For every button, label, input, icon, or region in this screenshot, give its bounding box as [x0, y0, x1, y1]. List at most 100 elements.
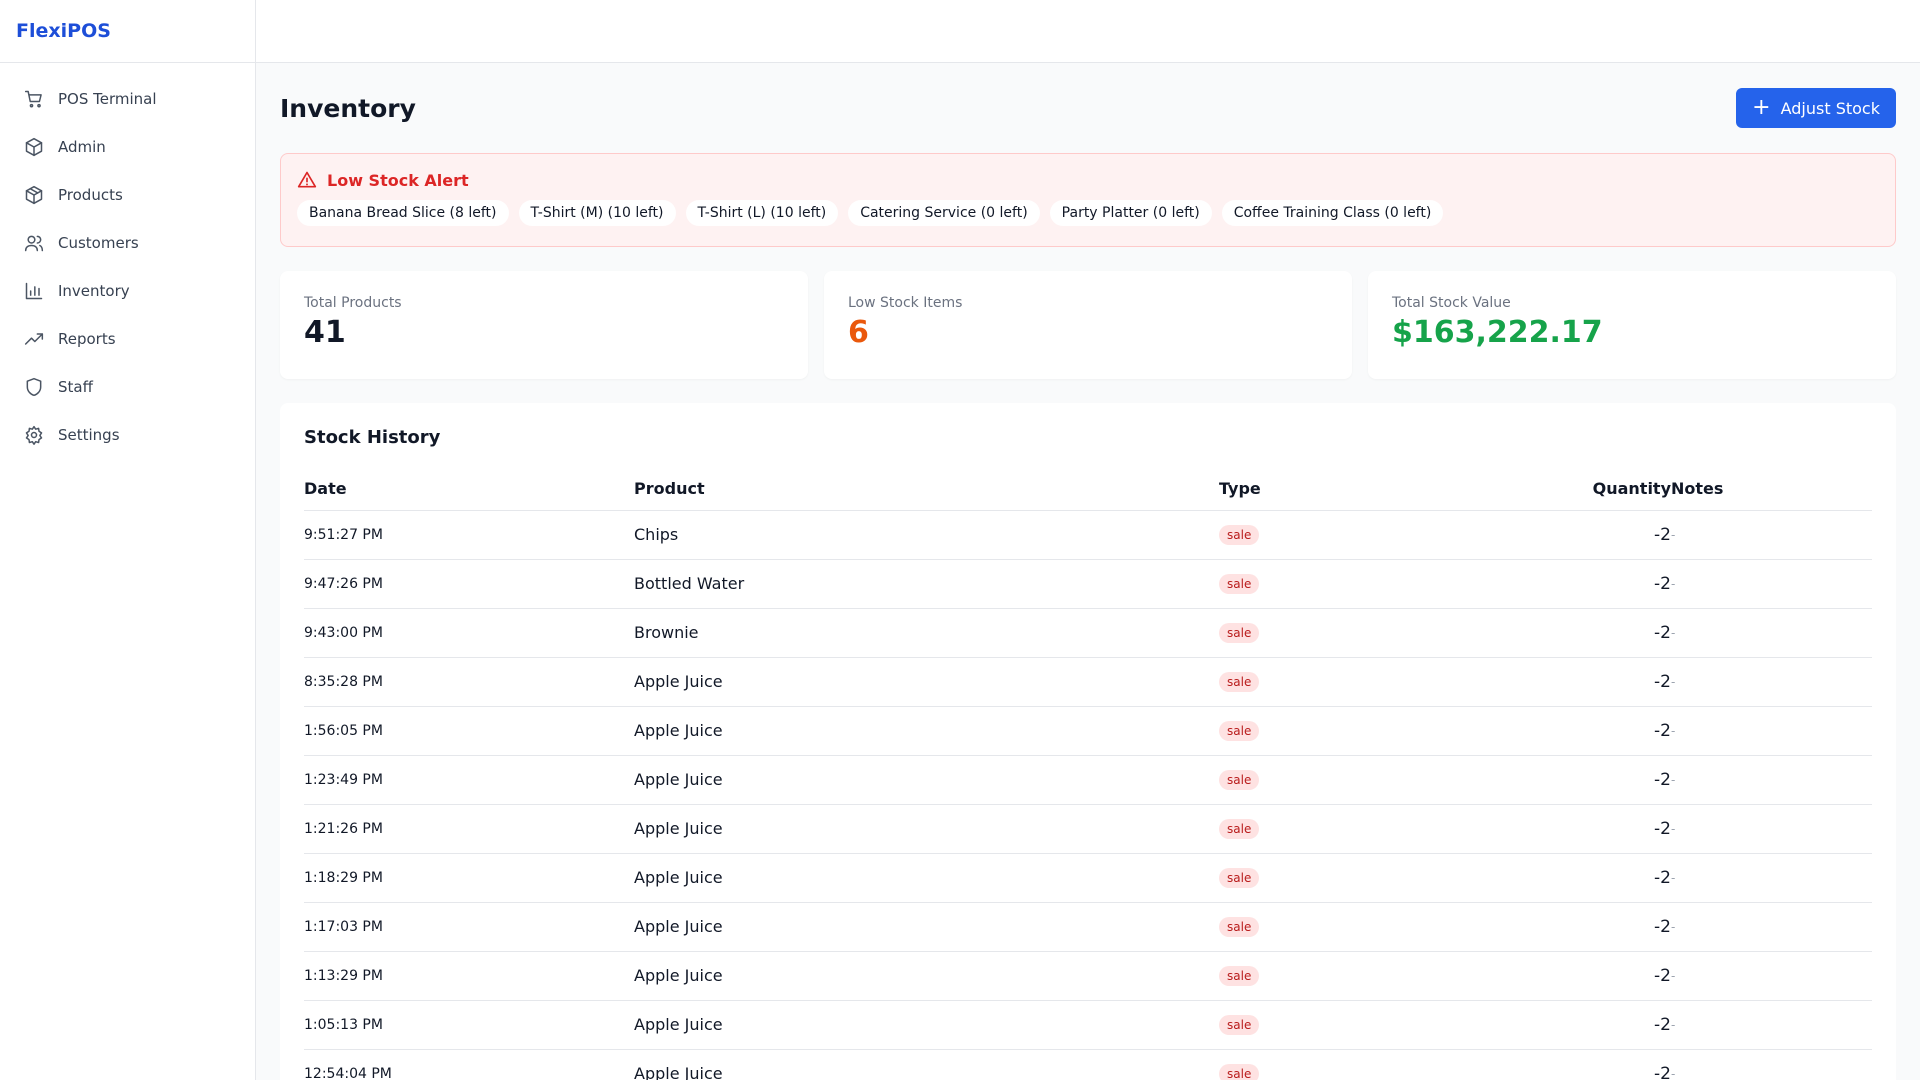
- table-row[interactable]: 1:05:13 PM Apple Juice sale -2-: [304, 1000, 1872, 1050]
- low-stock-chip: Party Platter (0 left): [1049, 200, 1212, 226]
- sidebar-item-settings[interactable]: Settings: [8, 415, 247, 455]
- stock-history-card: Stock History Date Product Type Quantity…: [280, 403, 1896, 1080]
- row-product: Apple Juice: [634, 706, 1219, 756]
- row-date: 1:13:29 PM: [304, 951, 634, 1001]
- shield-icon: [24, 377, 44, 397]
- table-row[interactable]: 1:13:29 PM Apple Juice sale -2-: [304, 951, 1872, 1001]
- row-type: sale: [1219, 608, 1499, 658]
- stat-label: Total Products: [304, 295, 402, 311]
- type-badge: sale: [1219, 966, 1260, 986]
- top-bar: [256, 0, 1920, 63]
- row-notes: -: [1671, 657, 1872, 707]
- row-type: sale: [1219, 951, 1499, 1001]
- row-product: Apple Juice: [634, 804, 1219, 854]
- sidebar-item-products[interactable]: Products: [8, 175, 247, 215]
- table-row[interactable]: 1:56:05 PM Apple Juice sale -2-: [304, 706, 1872, 756]
- low-stock-chip: T-Shirt (L) (10 left): [685, 200, 839, 226]
- row-notes: -: [1671, 608, 1872, 658]
- sidebar-nav: POS Terminal Admin Products Customers In…: [0, 63, 255, 455]
- sidebar-item-label: Admin: [58, 138, 106, 156]
- sidebar-item-inventory[interactable]: Inventory: [8, 271, 247, 311]
- table-row[interactable]: 1:23:49 PM Apple Juice sale -2-: [304, 755, 1872, 805]
- stat-card-total-products: Total Products 41: [280, 271, 808, 379]
- row-quantity: -2: [1499, 804, 1671, 854]
- row-product: Apple Juice: [634, 1049, 1219, 1080]
- row-date: 1:21:26 PM: [304, 804, 634, 854]
- package-icon: [24, 185, 44, 205]
- row-notes: -: [1671, 755, 1872, 805]
- table-header-row: Date Product Type Quantity Notes: [304, 468, 1872, 511]
- row-type: sale: [1219, 1000, 1499, 1050]
- stat-value: $163,222.17: [1392, 315, 1603, 350]
- stock-history-table: Date Product Type Quantity Notes 9:51:27…: [304, 468, 1872, 1080]
- row-type: sale: [1219, 853, 1499, 903]
- sidebar-item-pos-terminal[interactable]: POS Terminal: [8, 79, 247, 119]
- table-row[interactable]: 9:47:26 PM Bottled Water sale -2-: [304, 559, 1872, 609]
- type-badge: sale: [1219, 819, 1260, 839]
- page-title: Inventory: [280, 93, 416, 123]
- sidebar-item-staff[interactable]: Staff: [8, 367, 247, 407]
- stat-label: Total Stock Value: [1392, 295, 1511, 311]
- adjust-stock-label: Adjust Stock: [1780, 98, 1880, 118]
- adjust-stock-button[interactable]: + Adjust Stock: [1736, 88, 1896, 128]
- column-header-notes: Notes: [1671, 468, 1872, 511]
- app-logo-text[interactable]: FlexiPOS: [16, 20, 111, 42]
- row-quantity: -2: [1499, 608, 1671, 658]
- row-notes: -: [1671, 804, 1872, 854]
- low-stock-chip: T-Shirt (M) (10 left): [518, 200, 676, 226]
- row-product: Apple Juice: [634, 755, 1219, 805]
- stat-card-low-stock: Low Stock Items 6: [824, 271, 1352, 379]
- row-product: Apple Juice: [634, 853, 1219, 903]
- row-date: 1:17:03 PM: [304, 902, 634, 952]
- plus-icon: +: [1752, 95, 1771, 120]
- table-row[interactable]: 12:54:04 PM Apple Juice sale -2-: [304, 1049, 1872, 1080]
- type-badge: sale: [1219, 721, 1260, 741]
- row-notes: -: [1671, 510, 1872, 560]
- sidebar-item-customers[interactable]: Customers: [8, 223, 247, 263]
- row-product: Brownie: [634, 608, 1219, 658]
- sidebar-item-reports[interactable]: Reports: [8, 319, 247, 359]
- sidebar-item-label: Reports: [58, 330, 116, 348]
- row-notes: -: [1671, 706, 1872, 756]
- type-badge: sale: [1219, 770, 1260, 790]
- sidebar-item-label: Staff: [58, 378, 93, 396]
- stock-history-title: Stock History: [304, 427, 441, 448]
- table-row[interactable]: 8:35:28 PM Apple Juice sale -2-: [304, 657, 1872, 707]
- row-quantity: -2: [1499, 510, 1671, 560]
- row-quantity: -2: [1499, 657, 1671, 707]
- table-row[interactable]: 9:43:00 PM Brownie sale -2-: [304, 608, 1872, 658]
- row-product: Apple Juice: [634, 902, 1219, 952]
- sidebar-item-admin[interactable]: Admin: [8, 127, 247, 167]
- table-row[interactable]: 9:51:27 PM Chips sale -2-: [304, 510, 1872, 560]
- trending-up-icon: [24, 329, 44, 349]
- row-notes: -: [1671, 1000, 1872, 1050]
- column-header-product: Product: [634, 468, 1219, 511]
- table-row[interactable]: 1:18:29 PM Apple Juice sale -2-: [304, 853, 1872, 903]
- stat-value: 6: [848, 315, 869, 350]
- page-header: Inventory + Adjust Stock: [280, 63, 1896, 153]
- stat-card-stock-value: Total Stock Value $163,222.17: [1368, 271, 1896, 379]
- table-row[interactable]: 1:21:26 PM Apple Juice sale -2-: [304, 804, 1872, 854]
- brand: FlexiPOS: [0, 0, 255, 63]
- main-content: Inventory + Adjust Stock Low Stock Alert…: [280, 63, 1896, 1080]
- table-row[interactable]: 1:17:03 PM Apple Juice sale -2-: [304, 902, 1872, 952]
- type-badge: sale: [1219, 574, 1260, 594]
- row-type: sale: [1219, 902, 1499, 952]
- alert-title: Low Stock Alert: [327, 170, 469, 190]
- box-icon: [24, 137, 44, 157]
- low-stock-chip: Banana Bread Slice (8 left): [297, 200, 509, 226]
- column-header-date: Date: [304, 468, 634, 511]
- table-body: 9:51:27 PM Chips sale -2-9:47:26 PM Bottled …: [304, 510, 1872, 1080]
- row-date: 1:56:05 PM: [304, 706, 634, 756]
- row-product: Apple Juice: [634, 951, 1219, 1001]
- row-quantity: -2: [1499, 951, 1671, 1001]
- row-quantity: -2: [1499, 902, 1671, 952]
- stat-value: 41: [304, 315, 346, 350]
- row-type: sale: [1219, 559, 1499, 609]
- sidebar-item-label: Products: [58, 186, 123, 204]
- row-notes: -: [1671, 853, 1872, 903]
- type-badge: sale: [1219, 1015, 1260, 1035]
- row-date: 1:23:49 PM: [304, 755, 634, 805]
- alert-header: Low Stock Alert: [297, 170, 1879, 190]
- type-badge: sale: [1219, 868, 1260, 888]
